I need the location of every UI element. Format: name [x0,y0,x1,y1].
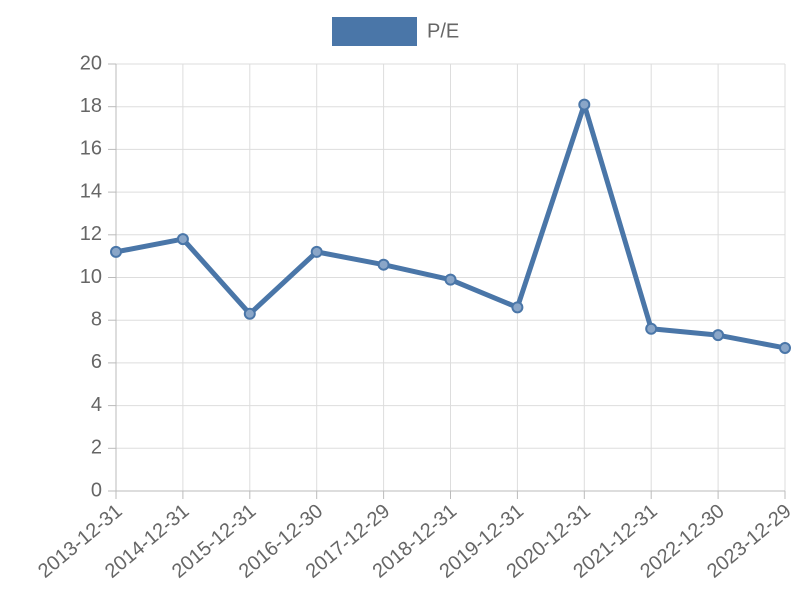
y-tick-label: 20 [80,52,102,74]
y-tick-label: 14 [80,180,102,202]
data-point [712,329,725,342]
legend-label: P/E [427,20,459,42]
y-tick-label: 12 [80,223,102,245]
data-point [110,245,122,258]
data-point [377,258,390,271]
data-point [578,98,591,111]
data-point [444,273,457,286]
data-point [310,245,323,258]
data-point [511,301,524,314]
legend-swatch [332,17,417,46]
y-tick-label: 0 [91,479,102,501]
data-point [176,233,189,246]
y-tick-label: 16 [80,138,102,160]
y-tick-label: 2 [91,437,102,459]
y-tick-label: 6 [91,351,102,373]
data-point [779,341,791,354]
data-point [243,307,256,320]
y-tick-label: 8 [91,308,102,330]
y-tick-label: 4 [91,394,102,416]
data-point [645,322,658,335]
y-tick-label: 18 [80,95,102,117]
y-tick-label: 10 [80,266,102,288]
